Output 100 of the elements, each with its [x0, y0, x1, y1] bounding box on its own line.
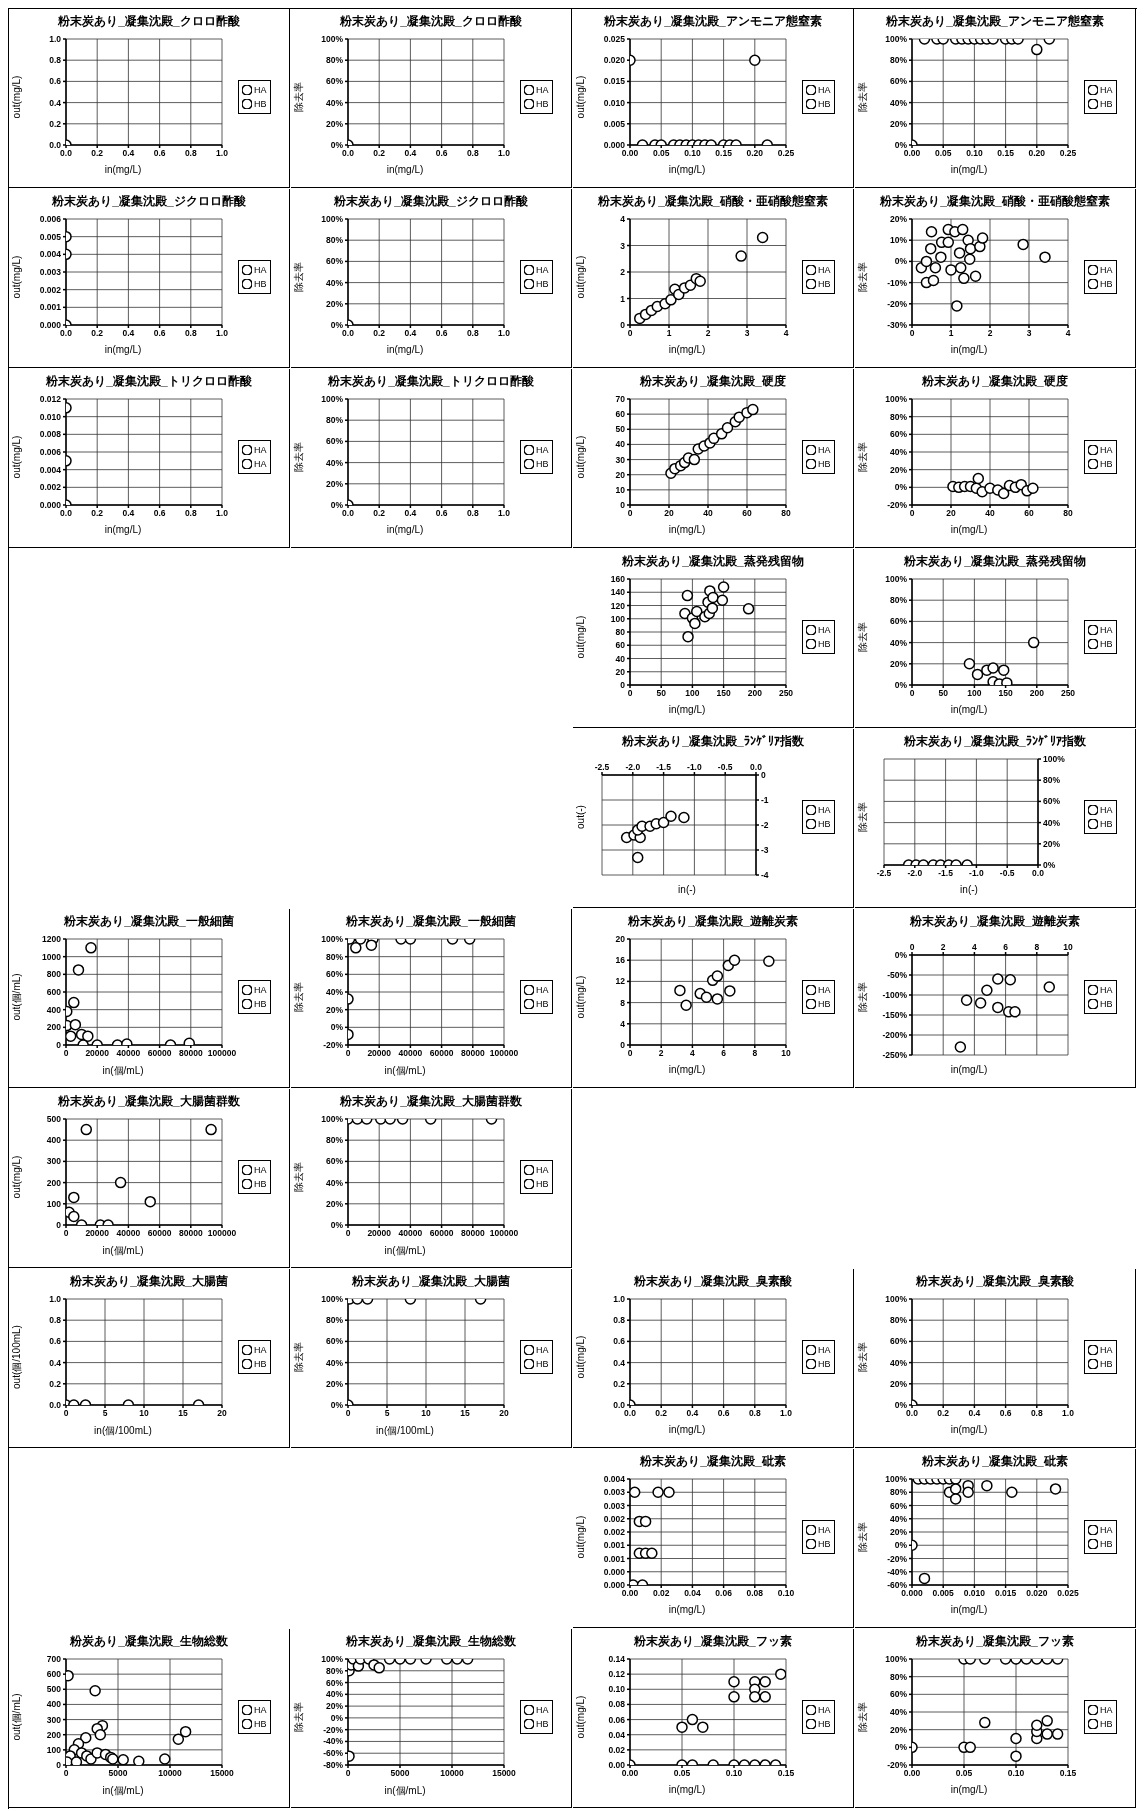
- y-tick-label: 80: [615, 627, 626, 638]
- legend-label: HB: [536, 1358, 549, 1371]
- y-tick-label: 0.04: [608, 1729, 626, 1740]
- y-tick-label: 0: [56, 1220, 62, 1231]
- x-tick-label: 40000: [116, 1048, 141, 1059]
- x-tick-label: 0.10: [777, 1588, 795, 1599]
- x-axis-title: in(-): [959, 884, 979, 895]
- y-tick-label: 0.015: [603, 76, 626, 87]
- y-tick-label: 0.025: [603, 34, 626, 45]
- x-tick-label: 5000: [390, 1768, 410, 1779]
- y-tick-label: 100%: [885, 394, 908, 405]
- x-tick-label: 100: [967, 688, 982, 699]
- y-tick-label: 20%: [325, 1701, 344, 1712]
- y-tick-label: 60%: [325, 1336, 344, 1347]
- x-tick-label: 0.005: [932, 1588, 955, 1599]
- y-tick-label: -20%: [323, 1040, 344, 1051]
- y-tick-label: -20%: [887, 500, 908, 511]
- y-tick-label: 100%: [321, 934, 344, 945]
- y-tick-label: 60%: [1043, 796, 1061, 807]
- x-tick-label: 2: [705, 328, 711, 339]
- y-axis-title: 除去率: [857, 1702, 869, 1732]
- y-tick-label: 0.001: [39, 302, 62, 313]
- legend-label: HB: [818, 1718, 831, 1731]
- x-tick-label: 0.04: [684, 1588, 701, 1599]
- y-tick-label: 0.6: [49, 1336, 62, 1347]
- x-tick-label: 2: [940, 942, 946, 952]
- legend-label: HA: [818, 444, 831, 457]
- x-tick-label: 80000: [460, 1228, 485, 1239]
- y-axis-title: 除去率: [857, 1342, 869, 1372]
- x-tick-label: 80000: [460, 1048, 485, 1059]
- legend-label: HA: [254, 264, 267, 277]
- y-tick-label: 20%: [1043, 838, 1061, 849]
- x-tick-label: 0.2: [91, 328, 104, 339]
- x-tick-label: 50: [656, 688, 667, 699]
- x-tick-label: 0.4: [968, 1408, 981, 1419]
- y-axis-title: out(mg/L): [575, 435, 587, 479]
- legend-label: HB: [536, 278, 549, 291]
- y-tick-label: 500: [46, 1114, 62, 1125]
- y-tick-label: 100%: [885, 1654, 908, 1665]
- y-tick-label: -250%: [882, 1050, 908, 1061]
- x-tick-label: 15000: [210, 1768, 235, 1779]
- y-axis-title: out(mg/L): [575, 1695, 587, 1739]
- y-tick-label: 0.4: [49, 97, 62, 108]
- x-tick-label: 0.025: [1057, 1588, 1079, 1599]
- y-tick-label: 4: [620, 214, 626, 225]
- legend-label: HB: [536, 98, 549, 111]
- x-tick-label: -1.0: [687, 762, 702, 772]
- x-tick-label: 100000: [207, 1228, 237, 1239]
- chart-title: 粉末炭あり_凝集沈殿_ﾗﾝｹﾞﾘｱ指数: [903, 733, 1087, 750]
- x-tick-label: 6: [1003, 942, 1009, 952]
- y-tick-label: 40%: [1043, 817, 1061, 828]
- x-tick-label: 20000: [85, 1048, 110, 1059]
- x-tick-label: 250: [778, 688, 794, 699]
- x-tick-label: 0.6: [153, 508, 166, 519]
- y-tick-label: 0.020: [603, 55, 626, 66]
- y-tick-label: 200: [46, 1177, 62, 1188]
- y-tick-label: 40%: [889, 1707, 908, 1718]
- y-tick-label: 140: [610, 587, 626, 598]
- legend-label: HA: [1100, 1704, 1113, 1717]
- x-tick-label: 0: [63, 1228, 69, 1239]
- x-tick-label: 40: [703, 508, 713, 519]
- x-tick-label: 0.6: [717, 1408, 730, 1419]
- x-tick-label: 0: [909, 328, 915, 339]
- y-tick-label: 700: [46, 1654, 62, 1665]
- y-tick-label: -10%: [887, 277, 908, 288]
- y-axis-title: 除去率: [857, 1522, 869, 1552]
- y-tick-label: 80%: [889, 1671, 908, 1682]
- y-tick-label: 40%: [325, 1689, 344, 1700]
- x-tick-label: -1.5: [938, 868, 954, 879]
- x-tick-label: 0.06: [715, 1588, 733, 1599]
- y-tick-label: 1.0: [49, 1294, 62, 1305]
- legend-label: HB: [536, 458, 549, 471]
- x-tick-label: 150: [998, 688, 1013, 699]
- y-tick-label: 80%: [889, 1487, 908, 1498]
- x-axis-title: in(mg/L): [385, 344, 425, 355]
- x-tick-label: 5: [384, 1408, 390, 1419]
- x-tick-label: 0.4: [404, 508, 417, 519]
- y-tick-label: 1000: [42, 951, 62, 962]
- x-axis-title: in(mg/L): [949, 1424, 989, 1435]
- x-tick-label: 0.6: [435, 148, 448, 159]
- x-tick-label: 0.0: [906, 1408, 919, 1419]
- chart-title: 粉末炭あり_凝集沈殿_アンモニア態窒素: [603, 13, 823, 30]
- chart-title: 粉末炭あり_凝集沈殿_ジクロロ酢酸: [51, 193, 247, 210]
- x-tick-label: 0: [345, 1408, 351, 1419]
- y-tick-label: 0.003: [603, 1487, 626, 1498]
- y-tick-label: 50: [615, 424, 626, 435]
- y-tick-label: 60%: [889, 76, 908, 87]
- legend-label: HA: [536, 1704, 549, 1717]
- legend-label: HB: [254, 1178, 267, 1191]
- x-tick-label: 0.0: [342, 328, 355, 339]
- x-axis-title: in(mg/L): [667, 164, 707, 175]
- y-axis-title: 除去率: [293, 82, 305, 112]
- x-tick-label: 8: [752, 1048, 758, 1059]
- y-tick-label: 0%: [330, 1220, 344, 1231]
- y-tick-label: 40%: [889, 97, 908, 108]
- x-tick-label: 0.8: [466, 508, 479, 519]
- legend-label: HB: [818, 638, 831, 651]
- x-tick-label: 0: [627, 1048, 633, 1059]
- x-tick-label: 0.6: [435, 508, 448, 519]
- y-tick-label: 160: [610, 574, 626, 585]
